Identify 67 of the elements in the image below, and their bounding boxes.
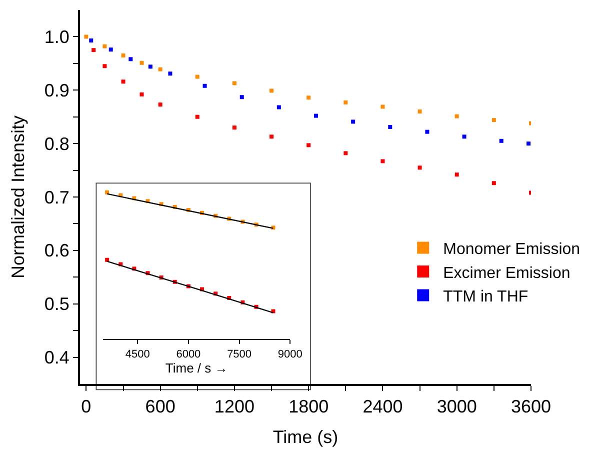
y-tick-label: 0.9: [44, 80, 70, 100]
point: [351, 120, 356, 124]
point: [314, 114, 318, 118]
x-tick-label: 6000: [176, 348, 201, 360]
point: [195, 74, 200, 79]
point: [344, 100, 348, 104]
point: [168, 72, 172, 76]
point: [202, 84, 207, 88]
x-axis-title: Time / s →: [165, 360, 228, 376]
point: [418, 110, 422, 114]
x-axis-title: Time (s): [272, 427, 338, 448]
point: [306, 143, 311, 148]
point: [454, 114, 459, 118]
point: [108, 48, 113, 52]
point: [121, 80, 126, 84]
point: [388, 125, 392, 130]
x-tick-label: 3600: [510, 396, 552, 417]
point: [195, 114, 200, 119]
y-tick-label: 0.4: [44, 348, 70, 368]
point: [492, 181, 496, 186]
point: [148, 64, 152, 69]
point: [84, 34, 88, 39]
x-tick-label: 2400: [362, 396, 403, 417]
point: [140, 60, 144, 65]
point: [499, 138, 504, 143]
x-tick-label: 1200: [214, 396, 254, 417]
point: [526, 142, 531, 146]
point: [270, 134, 274, 139]
point: [102, 44, 107, 48]
legend-label: TTM in THF: [443, 288, 528, 306]
point: [102, 64, 107, 68]
x-tick-label: 3000: [436, 396, 477, 417]
y-tick-label: 0.8: [44, 134, 70, 154]
point: [492, 118, 496, 122]
point: [158, 67, 162, 72]
y-axis-title: Normalized Intensity: [8, 115, 28, 279]
point: [454, 172, 459, 177]
point: [276, 105, 281, 110]
point: [158, 102, 162, 107]
point: [232, 126, 236, 130]
point: [140, 92, 144, 96]
point: [306, 96, 311, 100]
x-tick-label: 7500: [227, 348, 252, 360]
x-tick-label: 9000: [278, 348, 302, 360]
point: [462, 134, 466, 139]
point: [240, 95, 244, 100]
point: [121, 53, 126, 58]
y-tick-label: 0.6: [44, 240, 70, 261]
point: [92, 48, 96, 52]
point: [418, 166, 422, 170]
point: [128, 57, 133, 62]
x-tick-label: 0: [81, 396, 92, 417]
point: [344, 151, 348, 156]
y-tick-label: 0.5: [44, 294, 70, 314]
x-tick-label: 600: [145, 396, 176, 417]
point: [425, 130, 430, 134]
point: [380, 104, 385, 109]
legend-label: Monomer Emission: [443, 240, 580, 258]
point: [270, 88, 274, 93]
x-tick-label: 1800: [288, 396, 329, 417]
point: [380, 159, 385, 164]
y-tick-label: 1.0: [44, 27, 70, 48]
legend-label: Excimer Emission: [443, 264, 570, 282]
point: [232, 81, 236, 86]
x-tick-label: 4500: [125, 348, 150, 360]
point: [89, 38, 94, 42]
y-tick-label: 0.7: [44, 187, 70, 208]
